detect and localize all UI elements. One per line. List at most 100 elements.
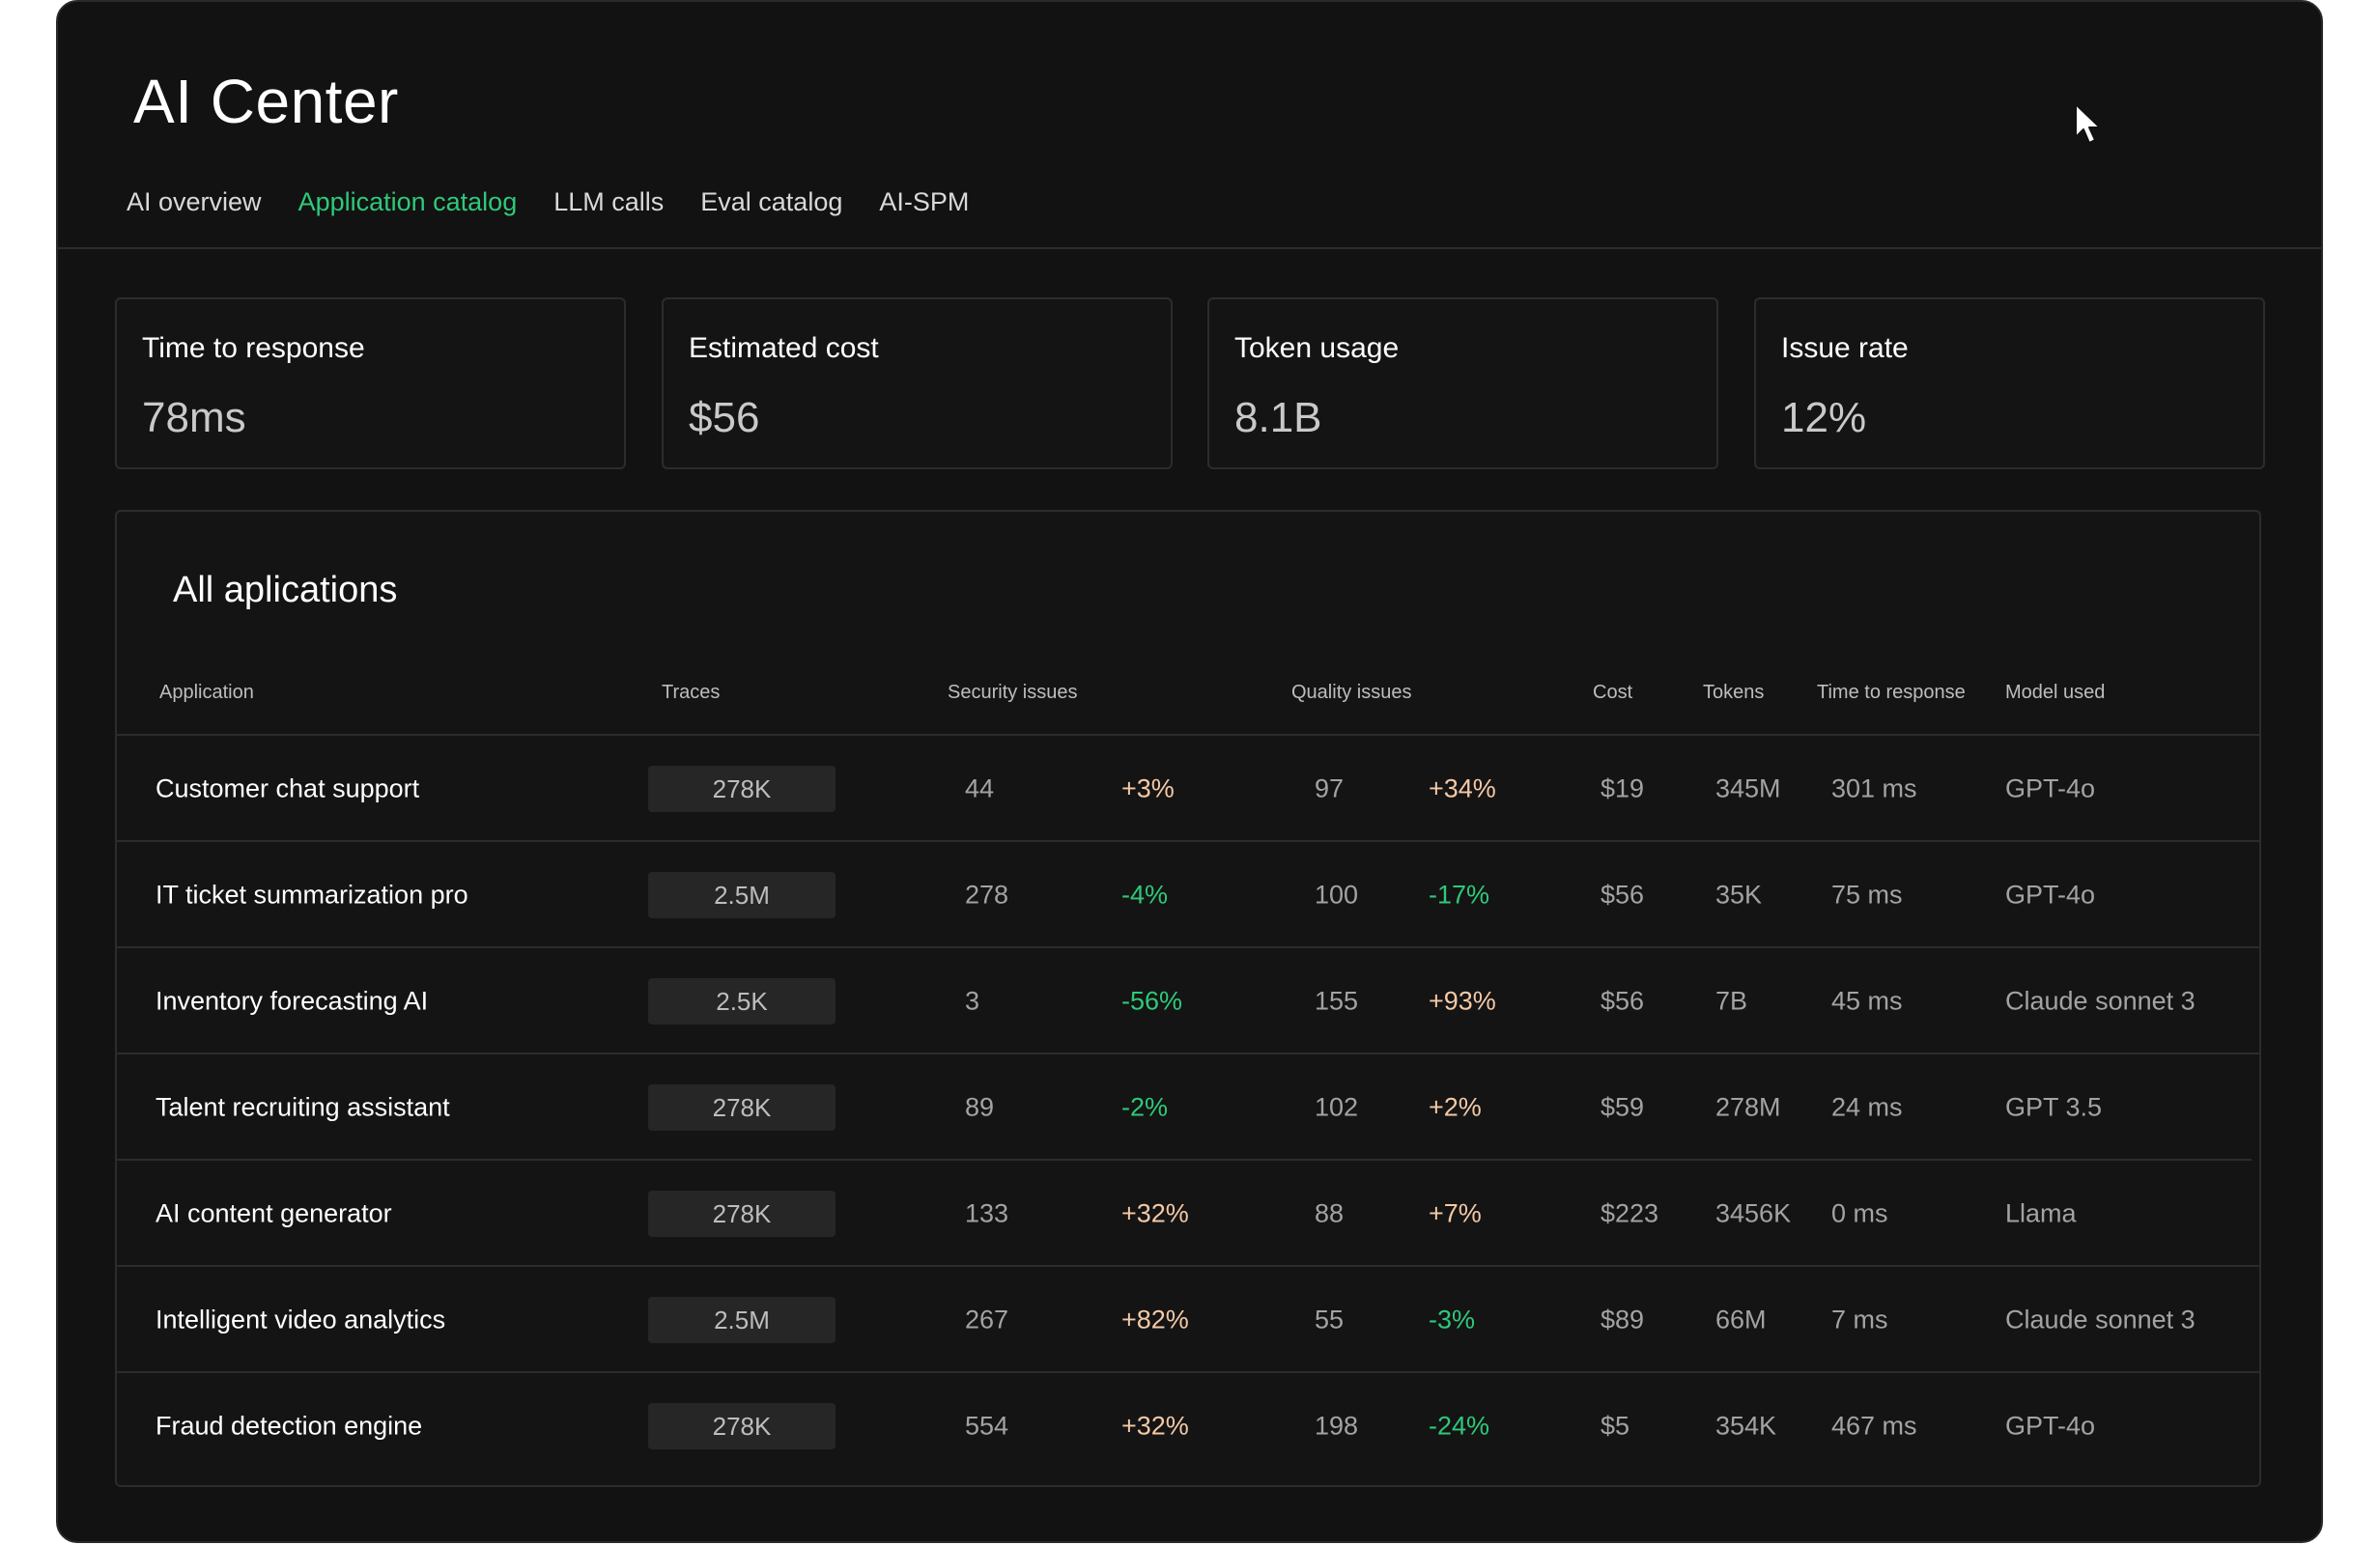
table-row[interactable]: Fraud detection engine 278K 554 +32% 198… <box>117 1373 2259 1479</box>
quality-issues-delta: -3% <box>1429 1305 1476 1334</box>
cost-value: $56 <box>1601 986 1645 1016</box>
quality-issues-delta: -17% <box>1429 880 1490 910</box>
cost-value: $89 <box>1601 1305 1645 1334</box>
traces-badge: 278K <box>648 1084 836 1131</box>
model-used-value: GPT-4o <box>2005 1411 2096 1441</box>
row-divider <box>117 946 2259 948</box>
time-to-response-value: 467 ms <box>1831 1411 1917 1441</box>
column-header-quality-issues[interactable]: Quality issues <box>1291 682 1412 703</box>
time-to-response-value: 75 ms <box>1831 880 1903 910</box>
tab-eval-catalog[interactable]: Eval catalog <box>700 187 843 216</box>
security-issues-count: 267 <box>965 1305 1009 1334</box>
column-header-time-to-response[interactable]: Time to response <box>1817 682 1966 703</box>
quality-issues-delta: +2% <box>1429 1092 1482 1122</box>
tab-ai-overview[interactable]: AI overview <box>127 187 262 216</box>
table-title: All aplications <box>173 570 398 610</box>
metric-label: Token usage <box>1234 332 1400 364</box>
security-issues-delta: -4% <box>1121 880 1169 910</box>
tokens-value: 35K <box>1715 880 1763 910</box>
quality-issues-count: 198 <box>1315 1411 1359 1441</box>
quality-issues-count: 55 <box>1315 1305 1345 1334</box>
tab-application-catalog[interactable]: Application catalog <box>298 187 518 216</box>
table-row[interactable]: IT ticket summarization pro 2.5M 278 -4%… <box>117 842 2259 948</box>
row-divider <box>117 1371 2259 1373</box>
quality-issues-delta: -24% <box>1429 1411 1490 1441</box>
model-used-value: Claude sonnet 3 <box>2005 1305 2196 1334</box>
traces-badge: 278K <box>648 1191 836 1237</box>
traces-badge: 278K <box>648 1403 836 1449</box>
application-name[interactable]: AI content generator <box>156 1198 392 1228</box>
tab-llm-calls[interactable]: LLM calls <box>553 187 665 216</box>
security-issues-count: 3 <box>965 986 980 1016</box>
applications-table-panel: All aplications Application Traces Secur… <box>115 510 2261 1487</box>
time-to-response-value: 45 ms <box>1831 986 1903 1016</box>
application-name[interactable]: IT ticket summarization pro <box>156 880 468 910</box>
tab-ai-spm[interactable]: AI-SPM <box>879 187 970 216</box>
table-header-divider <box>117 734 2259 736</box>
model-used-value: Claude sonnet 3 <box>2005 986 2196 1016</box>
row-divider <box>117 1159 2252 1161</box>
security-issues-delta: -56% <box>1121 986 1183 1016</box>
metric-card-estimated-cost: Estimated cost $56 <box>662 297 1173 469</box>
model-used-value: GPT-4o <box>2005 880 2096 910</box>
metric-label: Estimated cost <box>689 332 879 364</box>
metric-card-token-usage: Token usage 8.1B <box>1207 297 1718 469</box>
table-row[interactable]: Intelligent video analytics 2.5M 267 +82… <box>117 1267 2259 1373</box>
tokens-value: 66M <box>1715 1305 1767 1334</box>
security-issues-count: 44 <box>965 773 995 803</box>
cost-value: $5 <box>1601 1411 1630 1441</box>
security-issues-count: 133 <box>965 1198 1009 1228</box>
row-divider <box>117 1265 2259 1267</box>
traces-badge: 2.5M <box>648 1297 836 1343</box>
mouse-pointer-icon <box>2075 103 2101 144</box>
time-to-response-value: 0 ms <box>1831 1198 1888 1228</box>
quality-issues-delta: +93% <box>1429 986 1496 1016</box>
application-name[interactable]: Inventory forecasting AI <box>156 986 429 1016</box>
column-header-security-issues[interactable]: Security issues <box>948 682 1078 703</box>
row-divider <box>117 1053 2259 1054</box>
column-header-tokens[interactable]: Tokens <box>1703 682 1765 703</box>
column-header-cost[interactable]: Cost <box>1593 682 1633 703</box>
metric-card-time-to-response: Time to response 78ms <box>115 297 626 469</box>
model-used-value: Llama <box>2005 1198 2077 1228</box>
quality-issues-count: 155 <box>1315 986 1359 1016</box>
table-row[interactable]: Inventory forecasting AI 2.5K 3 -56% 155… <box>117 948 2259 1054</box>
tokens-value: 3456K <box>1715 1198 1792 1228</box>
traces-badge: 2.5M <box>648 872 836 918</box>
metric-value: 8.1B <box>1234 394 1322 441</box>
application-name[interactable]: Fraud detection engine <box>156 1411 423 1441</box>
page-title: AI Center <box>133 67 399 136</box>
table-row[interactable]: Customer chat support 278K 44 +3% 97 +34… <box>117 736 2259 842</box>
security-issues-delta: +82% <box>1121 1305 1189 1334</box>
time-to-response-value: 7 ms <box>1831 1305 1888 1334</box>
table-row[interactable]: Talent recruiting assistant 278K 89 -2% … <box>117 1054 2259 1161</box>
security-issues-delta: +32% <box>1121 1198 1189 1228</box>
tokens-value: 7B <box>1715 986 1748 1016</box>
tokens-value: 354K <box>1715 1411 1777 1441</box>
application-name[interactable]: Customer chat support <box>156 773 420 803</box>
security-issues-delta: +32% <box>1121 1411 1189 1441</box>
quality-issues-count: 100 <box>1315 880 1359 910</box>
quality-issues-count: 102 <box>1315 1092 1359 1122</box>
quality-issues-delta: +34% <box>1429 773 1496 803</box>
page-header: AI Center AI overview Application catalo… <box>58 2 2321 249</box>
application-name[interactable]: Intelligent video analytics <box>156 1305 446 1334</box>
security-issues-delta: -2% <box>1121 1092 1169 1122</box>
metric-value: 78ms <box>142 394 246 441</box>
security-issues-count: 554 <box>965 1411 1009 1441</box>
tokens-value: 345M <box>1715 773 1781 803</box>
column-header-traces[interactable]: Traces <box>662 682 721 703</box>
metric-label: Time to response <box>142 332 365 364</box>
model-used-value: GPT-4o <box>2005 773 2096 803</box>
security-issues-count: 89 <box>965 1092 995 1122</box>
metric-value: 12% <box>1781 394 1867 441</box>
model-used-value: GPT 3.5 <box>2005 1092 2103 1122</box>
application-name[interactable]: Talent recruiting assistant <box>156 1092 450 1122</box>
cost-value: $59 <box>1601 1092 1645 1122</box>
column-header-application[interactable]: Application <box>159 682 254 703</box>
security-issues-count: 278 <box>965 880 1009 910</box>
table-row[interactable]: AI content generator 278K 133 +32% 88 +7… <box>117 1161 2259 1267</box>
time-to-response-value: 24 ms <box>1831 1092 1903 1122</box>
column-header-model-used[interactable]: Model used <box>2005 682 2106 703</box>
cost-value: $19 <box>1601 773 1645 803</box>
